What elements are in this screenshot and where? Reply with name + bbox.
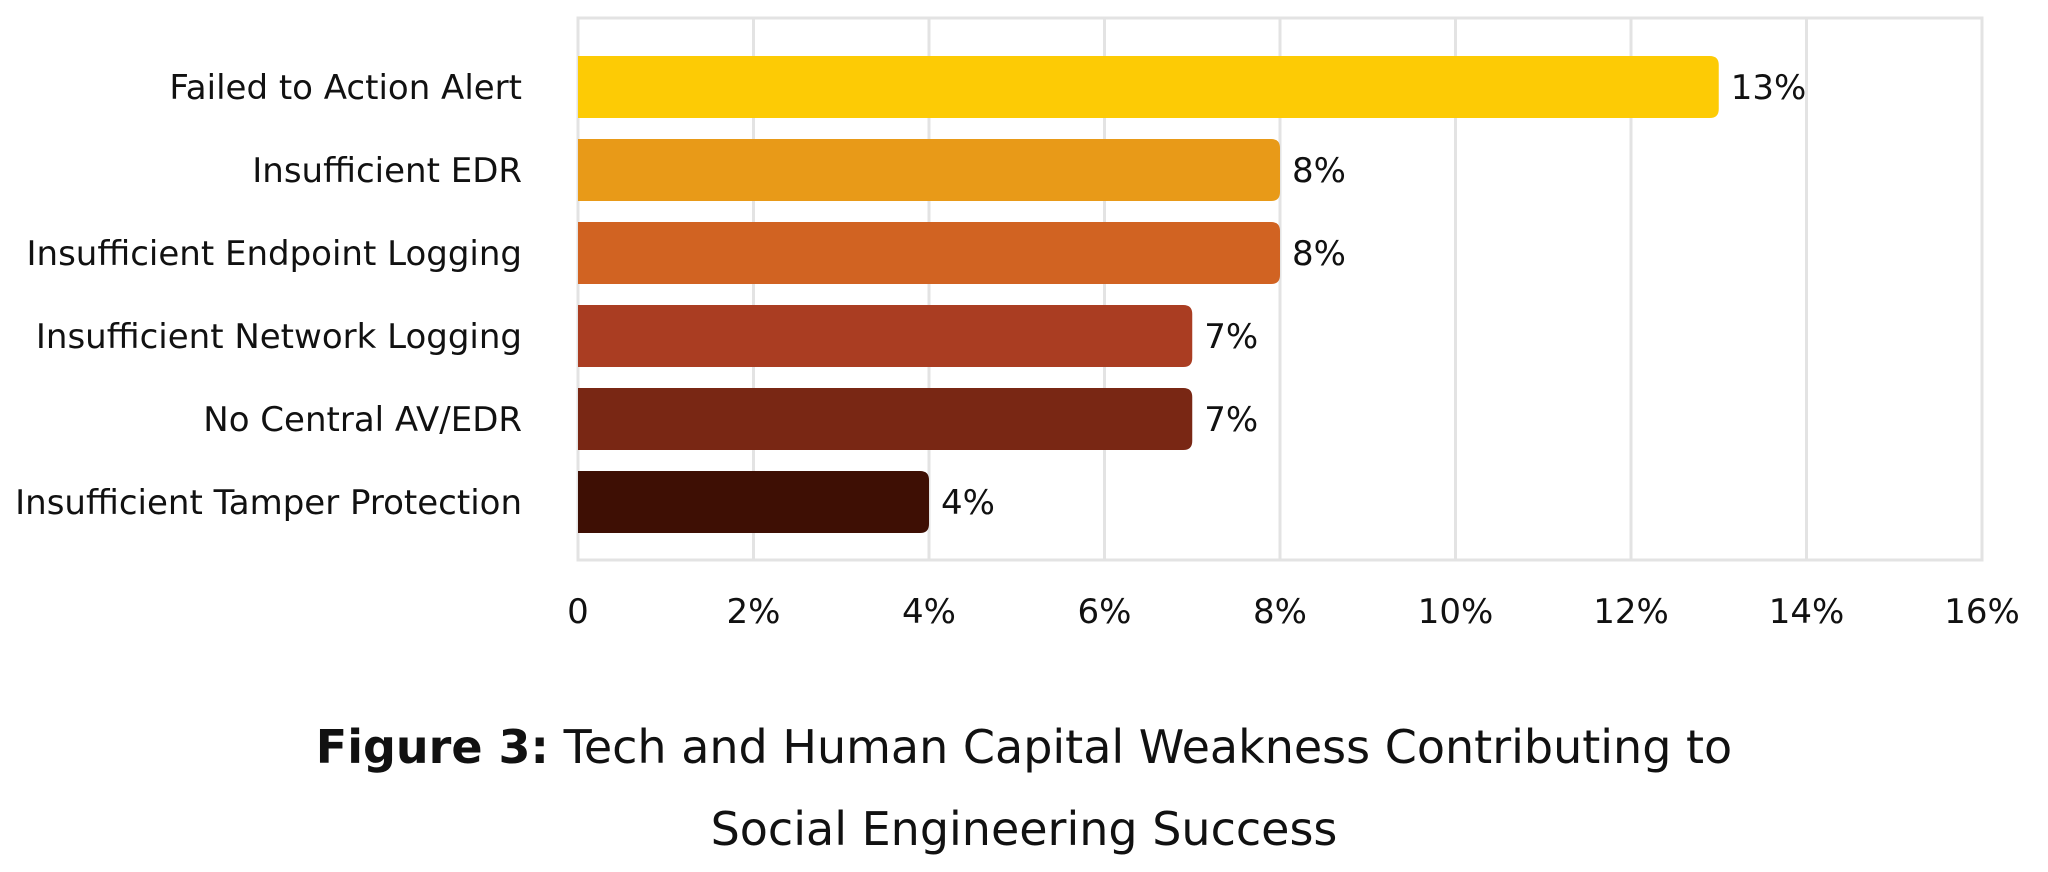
x-tick-label: 14% <box>1769 592 1845 632</box>
data-label: 7% <box>1204 317 1258 357</box>
category-label: No Central AV/EDR <box>203 400 522 440</box>
bar <box>578 471 929 533</box>
category-label: Insufficient Network Logging <box>36 317 522 357</box>
figure-title-line1: Tech and Human Capital Weakness Contribu… <box>563 720 1733 774</box>
x-tick-label: 10% <box>1418 592 1494 632</box>
x-tick-label: 6% <box>1078 592 1132 632</box>
bar <box>578 305 1193 367</box>
data-label: 8% <box>1292 151 1346 191</box>
bar-chart: Failed to Action Alert Insufficient EDR In… <box>15 16 2020 632</box>
x-tick-label: 12% <box>1593 592 1669 632</box>
x-tick-label: 16% <box>1944 592 2020 632</box>
x-tick-label: 8% <box>1253 592 1307 632</box>
x-tick-label: 4% <box>902 592 956 632</box>
category-label: Insufficient EDR <box>252 151 522 191</box>
bars-layer <box>578 56 1719 533</box>
data-label: 7% <box>1204 400 1258 440</box>
figure-caption-line1: Figure 3: Tech and Human Capital Weaknes… <box>0 706 2048 788</box>
x-tick-label: 0 <box>567 592 589 632</box>
bar <box>578 388 1193 450</box>
x-axis-tick-labels: 0 2% 4% 6% 8% 10% 12% 14% 16% <box>567 592 2020 632</box>
bar <box>578 139 1280 201</box>
bar <box>578 56 1719 118</box>
data-label: 4% <box>941 483 995 523</box>
bar <box>578 222 1280 284</box>
category-labels: Failed to Action Alert Insufficient EDR In… <box>15 68 522 523</box>
data-labels: 13% 8% 8% 7% 7% 4% <box>941 68 1806 523</box>
category-label: Insufficient Tamper Protection <box>15 483 522 523</box>
figure-title-line2: Social Engineering Success <box>710 802 1338 856</box>
figure-number: Figure 3: <box>315 720 549 774</box>
x-tick-label: 2% <box>727 592 781 632</box>
category-label: Insufficient Endpoint Logging <box>27 234 522 274</box>
category-label: Failed to Action Alert <box>169 68 522 108</box>
data-label: 13% <box>1731 68 1807 108</box>
data-label: 8% <box>1292 234 1346 274</box>
figure-caption-line2: Social Engineering Success <box>0 788 2048 870</box>
